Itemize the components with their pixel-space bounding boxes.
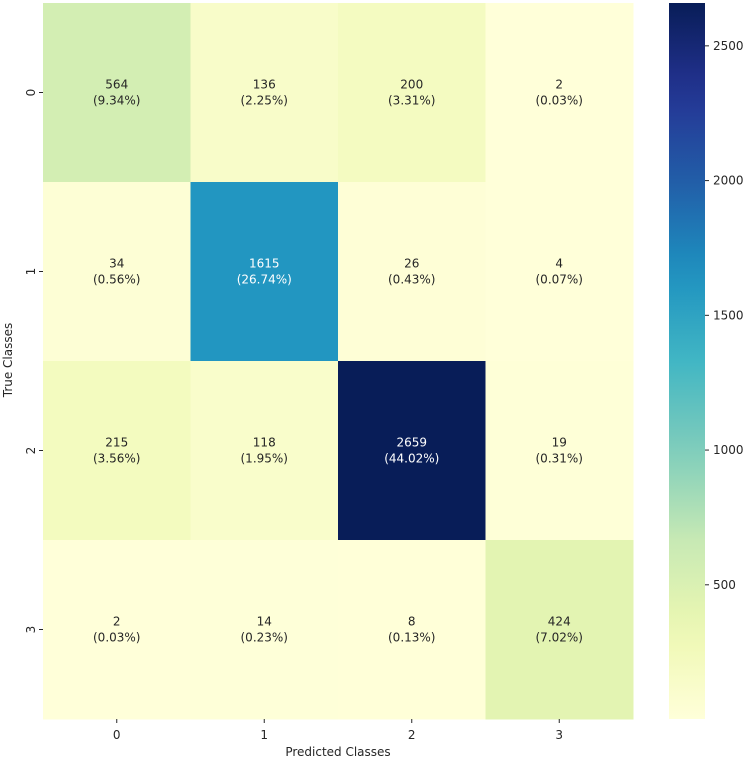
colorbar-tick-label-3: 2000 [713, 174, 744, 188]
heatmap-cell-0-0 [43, 3, 191, 183]
cell-count-1-1: 1615 [249, 257, 280, 271]
heatmap-cell-3-3 [485, 540, 634, 720]
heatmap-cell-3-1 [190, 540, 339, 720]
heatmap-cell-1-3 [485, 182, 634, 362]
cell-percent-0-2: (3.31%) [388, 94, 435, 108]
heatmap-cells: 564 (9.34%) 136 (2.25%) 200 (3.31%) 2 (0.03%) 34… [43, 3, 634, 720]
cell-count-3-1: 14 [257, 615, 272, 629]
colorbar-tick-label-2: 1500 [713, 308, 744, 322]
heatmap-cell-3-0 [43, 540, 191, 720]
heatmap-cell-1-2 [338, 182, 486, 362]
cell-count-2-3: 19 [552, 436, 567, 450]
heatmap-cell-0-3 [485, 3, 634, 183]
y-axis-ticks: 0 1 2 3 [24, 89, 43, 634]
heatmap-cell-0-2 [338, 3, 486, 183]
cell-percent-3-1: (0.23%) [241, 631, 288, 645]
y-tick-label-1: 1 [24, 268, 38, 276]
heatmap-cell-2-2 [338, 361, 486, 541]
x-tick-label-1: 1 [260, 728, 268, 742]
cell-percent-2-2: (44.02%) [384, 452, 439, 466]
y-tick-label-2: 2 [24, 447, 38, 455]
colorbar: 500 1000 1500 2000 2500 [669, 3, 744, 719]
cell-count-3-2: 8 [408, 615, 416, 629]
y-tick-label-0: 0 [24, 89, 38, 97]
cell-percent-3-0: (0.03%) [93, 631, 140, 645]
colorbar-tick-label-1: 1000 [713, 443, 744, 457]
cell-count-3-0: 2 [113, 615, 121, 629]
heatmap-cell-2-0 [43, 361, 191, 541]
cell-percent-1-0: (0.56%) [93, 273, 140, 287]
cell-percent-2-0: (3.56%) [93, 452, 140, 466]
cell-percent-3-2: (0.13%) [388, 631, 435, 645]
cell-count-2-2: 2659 [396, 436, 427, 450]
cell-percent-3-3: (7.02%) [536, 631, 583, 645]
heatmap-cell-3-2 [338, 540, 486, 720]
colorbar-gradient [669, 3, 705, 719]
cell-count-1-0: 34 [109, 257, 124, 271]
colorbar-tick-label-0: 500 [713, 578, 736, 592]
cell-count-0-1: 136 [253, 78, 276, 92]
y-tick-label-3: 3 [24, 626, 38, 634]
cell-count-0-0: 564 [105, 78, 128, 92]
cell-count-2-1: 118 [253, 436, 276, 450]
cell-percent-0-0: (9.34%) [93, 94, 140, 108]
cell-percent-2-3: (0.31%) [536, 452, 583, 466]
heatmap-cell-0-1 [190, 3, 339, 183]
cell-count-1-2: 26 [404, 257, 419, 271]
cell-percent-0-1: (2.25%) [241, 94, 288, 108]
x-tick-label-3: 3 [555, 728, 563, 742]
x-tick-label-2: 2 [408, 728, 416, 742]
heatmap-cell-1-0 [43, 182, 191, 362]
heatmap-cell-1-1 [190, 182, 339, 362]
cell-count-2-0: 215 [105, 436, 128, 450]
cell-percent-2-1: (1.95%) [241, 452, 288, 466]
cell-count-0-2: 200 [400, 78, 423, 92]
heatmap-cell-2-1 [190, 361, 339, 541]
cell-count-0-3: 2 [555, 78, 563, 92]
x-axis-ticks: 0 1 2 3 [113, 719, 563, 742]
y-axis-label: True Classes [1, 323, 15, 399]
cell-percent-0-3: (0.03%) [536, 94, 583, 108]
x-tick-label-0: 0 [113, 728, 121, 742]
cell-percent-1-2: (0.43%) [388, 273, 435, 287]
x-axis-label: Predicted Classes [285, 745, 390, 759]
cell-count-1-3: 4 [555, 257, 563, 271]
colorbar-tick-label-4: 2500 [713, 39, 744, 53]
cell-count-3-3: 424 [548, 615, 571, 629]
cell-percent-1-1: (26.74%) [237, 273, 292, 287]
cell-percent-1-3: (0.07%) [536, 273, 583, 287]
heatmap-cell-2-3 [485, 361, 634, 541]
